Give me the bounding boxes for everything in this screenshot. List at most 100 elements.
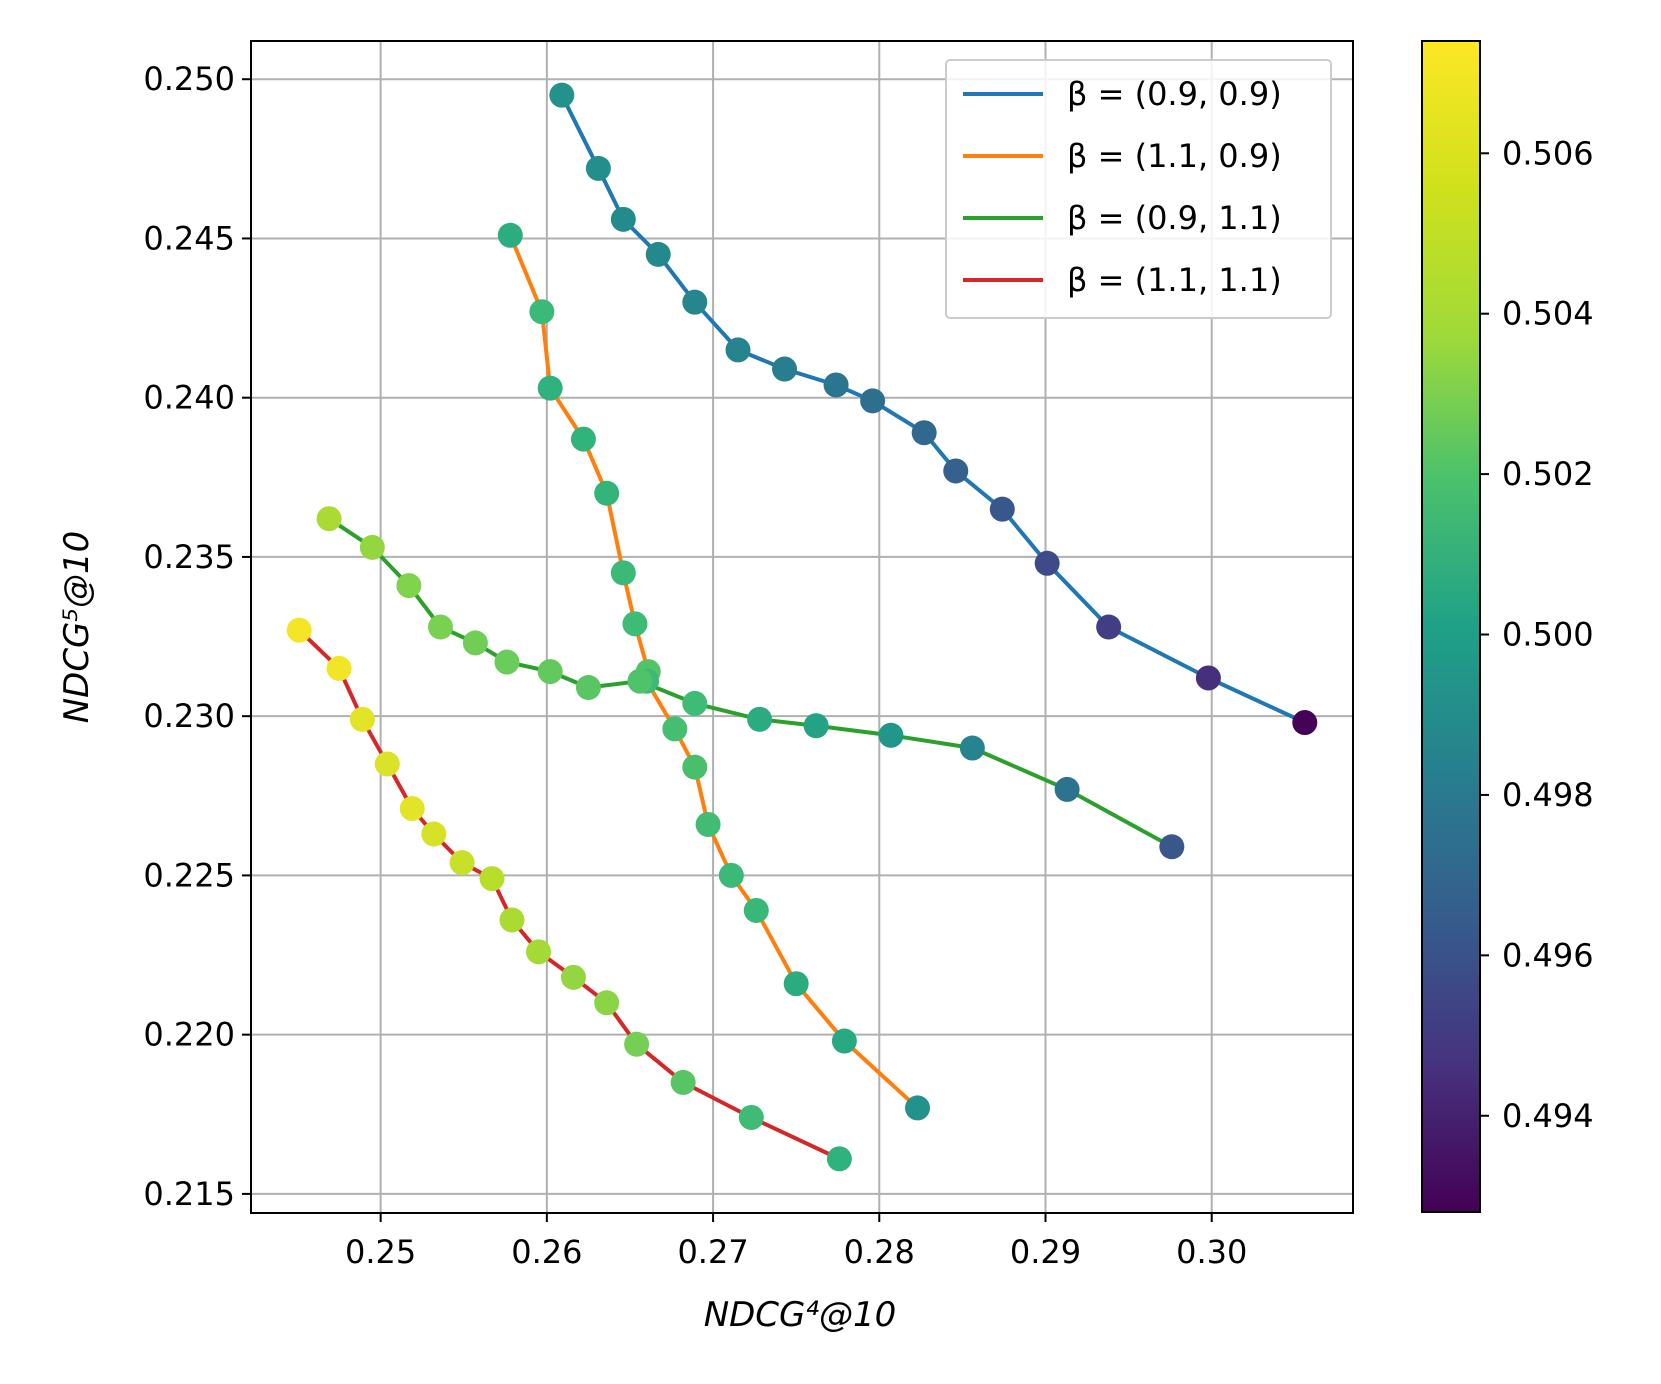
data-point [499,907,525,933]
series-markers [286,82,1318,1172]
y-axis-ticks: 0.215 0.220 0.225 0.230 0.235 0.240 0.245 0.250 [143,60,251,1213]
colorbar: 0.494 0.496 0.498 0.500 0.502 0.504 0.506 [1421,40,1594,1213]
colorbar-tick-label: 0.498 [1502,776,1594,814]
x-axis-ticks: 0.25 0.26 0.27 0.28 0.29 0.30 [345,1213,1247,1271]
plot-frame [250,40,1354,1214]
data-point [783,971,809,997]
data-point [359,534,385,560]
data-point [662,716,688,742]
data-point [570,426,596,452]
data-point [624,1031,650,1057]
x-tick-label: 0.25 [345,1233,416,1271]
legend-label: β = (1.1, 1.1) [1067,261,1282,299]
colorbar-tick-label: 0.494 [1502,1097,1594,1135]
data-point [989,496,1015,522]
data-point [1054,776,1080,802]
data-point [610,206,636,232]
data-point [682,289,708,315]
x-tick-label: 0.28 [844,1233,915,1271]
data-point [316,506,342,532]
x-tick-label: 0.29 [1010,1233,1081,1271]
data-point [1159,834,1185,860]
data-point [670,1069,696,1095]
data-point [1195,665,1221,691]
data-point [449,850,475,876]
data-point [462,630,488,656]
series-line-3 [327,517,1173,849]
data-point [747,706,773,732]
data-point [627,668,653,694]
data-point [738,1104,764,1130]
legend-label: β = (0.9, 0.9) [1067,75,1282,113]
y-tick-label: 0.225 [143,856,235,894]
data-point [803,713,829,739]
data-point [537,375,563,401]
data-point [549,82,575,108]
x-tick-label: 0.30 [1176,1233,1247,1271]
data-point [349,706,375,732]
data-point [645,241,671,267]
colorbar-tick-label: 0.504 [1502,295,1594,333]
colorbar-ticks: 0.494 0.496 0.498 0.500 0.502 0.504 0.506 [1480,134,1594,1135]
x-tick-label: 0.26 [511,1233,582,1271]
y-axis-title: NDCG⁵@10 [57,531,97,724]
y-tick-label: 0.215 [143,1175,235,1213]
data-point [725,337,751,363]
x-axis-title: NDCG⁴@10 [704,1295,897,1335]
data-point [860,388,886,414]
data-point [494,649,520,675]
data-point [1096,614,1122,640]
data-point [374,751,400,777]
y-tick-label: 0.250 [143,60,235,98]
data-point [622,611,648,637]
data-point [529,299,555,325]
x-tick-label: 0.27 [677,1233,748,1271]
data-point [526,939,552,965]
data-point [326,655,352,681]
data-point [399,796,425,822]
data-point [878,722,904,748]
data-point [772,356,798,382]
data-point [1292,710,1318,736]
data-point [594,990,620,1016]
series-line-4 [297,628,841,1161]
data-point [594,480,620,506]
y-tick-label: 0.230 [143,697,235,735]
data-point [905,1095,931,1121]
data-point [396,573,422,599]
data-point [575,675,601,701]
data-point [823,372,849,398]
legend-label: β = (0.9, 1.1) [1067,199,1282,237]
y-tick-label: 0.240 [143,379,235,417]
colorbar-gradient [1421,40,1481,1213]
data-point [831,1028,857,1054]
data-point [427,614,453,640]
data-point [286,617,312,643]
data-point [826,1146,852,1172]
data-point [959,735,985,761]
y-tick-label: 0.220 [143,1016,235,1054]
series-line-1 [560,94,1306,725]
colorbar-tick-label: 0.502 [1502,455,1594,493]
data-point [610,560,636,586]
data-point [537,659,563,685]
data-point [497,222,523,248]
legend-label: β = (1.1, 0.9) [1067,137,1282,175]
colorbar-tick-label: 0.506 [1502,134,1594,172]
data-point [421,821,447,847]
colorbar-tick-label: 0.496 [1502,936,1594,974]
data-point [718,862,744,888]
data-point [1034,550,1060,576]
data-point [943,458,969,484]
y-tick-label: 0.245 [143,219,235,257]
y-tick-label: 0.235 [143,538,235,576]
data-point [911,420,937,446]
data-point [585,155,611,181]
data-point [682,754,708,780]
data-point [682,690,708,716]
data-point [560,964,586,990]
legend-frame [945,59,1332,319]
data-point [479,866,505,892]
data-point [743,897,769,923]
colorbar-tick-label: 0.500 [1502,616,1594,654]
